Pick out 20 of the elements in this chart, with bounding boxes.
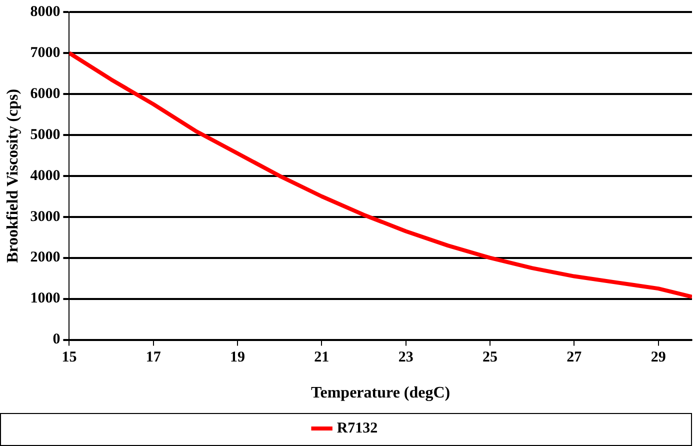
x-tick-label: 27 — [566, 350, 582, 366]
y-tick-label: 0 — [52, 332, 60, 348]
x-tick-label: 25 — [482, 350, 498, 366]
y-tick-label: 5000 — [30, 126, 60, 143]
y-tick-label: 4000 — [30, 168, 60, 184]
y-tick-label: 7000 — [30, 44, 60, 61]
y-tick-label: 1000 — [30, 290, 60, 307]
x-tick-label: 29 — [650, 350, 666, 366]
y-tick-label: 8000 — [30, 4, 60, 20]
x-axis-title: Temperature (degC) — [311, 384, 450, 402]
y-axis-title: Brookfield Viscosity (cps) — [4, 88, 22, 263]
x-tick-label: 23 — [398, 350, 414, 366]
y-tick-label: 2000 — [30, 250, 60, 266]
legend-label: R7132 — [336, 420, 378, 436]
y-tick-label: 3000 — [30, 208, 60, 225]
y-tick-label: 6000 — [30, 86, 60, 102]
x-tick-label: 17 — [146, 350, 162, 366]
x-tick-label: 15 — [62, 350, 77, 366]
x-tick-label: 21 — [314, 350, 330, 366]
x-tick-label: 19 — [230, 350, 246, 366]
